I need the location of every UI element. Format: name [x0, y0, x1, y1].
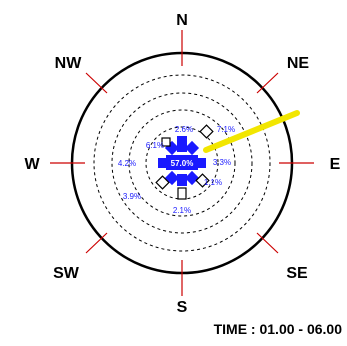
- petal-s: [177, 174, 187, 186]
- tick-nw: [85, 72, 108, 94]
- ring-2: [128, 109, 236, 217]
- sector-label-nw: 6.1%: [146, 141, 164, 150]
- box-s: [177, 187, 187, 200]
- direction-label-e: E: [330, 156, 341, 173]
- tick-sw: [85, 232, 108, 254]
- direction-label-s: S: [177, 299, 188, 316]
- tick-ne: [256, 72, 279, 94]
- petal-ne: [184, 140, 200, 156]
- sector-label-sw: 3.9%: [123, 192, 141, 201]
- direction-ticks: [50, 30, 314, 296]
- box-sw: [155, 175, 170, 190]
- blue-petals: [158, 136, 206, 186]
- sector-label-n: 2.6%: [175, 125, 193, 134]
- time-label: TIME : 01.00 - 06.00: [214, 321, 343, 337]
- direction-label-se: SE: [286, 265, 308, 282]
- outline-petals: [155, 124, 214, 200]
- yellow-petal: [203, 110, 300, 153]
- calm-label: 57.0%: [171, 159, 194, 168]
- ring-3: [111, 92, 253, 234]
- box-nw: [161, 137, 171, 147]
- petal-e: [194, 158, 206, 168]
- sector-label-ne: 7.1%: [217, 125, 235, 134]
- direction-label-sw: SW: [53, 265, 80, 282]
- sector-label-se: 1.1%: [204, 178, 222, 187]
- tick-se: [256, 232, 279, 254]
- sector-label-e: 3.3%: [213, 158, 231, 167]
- calm-box: [166, 155, 198, 170]
- direction-label-n: N: [176, 12, 188, 29]
- petal-w: [158, 158, 170, 168]
- sector-label-s: 2.1%: [173, 206, 191, 215]
- box-ne: [199, 124, 214, 139]
- sector-label-w: 4.2%: [118, 159, 136, 168]
- direction-label-w: W: [24, 156, 40, 173]
- petal-se: [184, 170, 200, 186]
- petal-n: [177, 136, 187, 152]
- ring-4: [93, 74, 271, 252]
- direction-label-ne: NE: [287, 55, 310, 72]
- direction-label-nw: NW: [55, 55, 83, 72]
- box-se: [195, 173, 210, 188]
